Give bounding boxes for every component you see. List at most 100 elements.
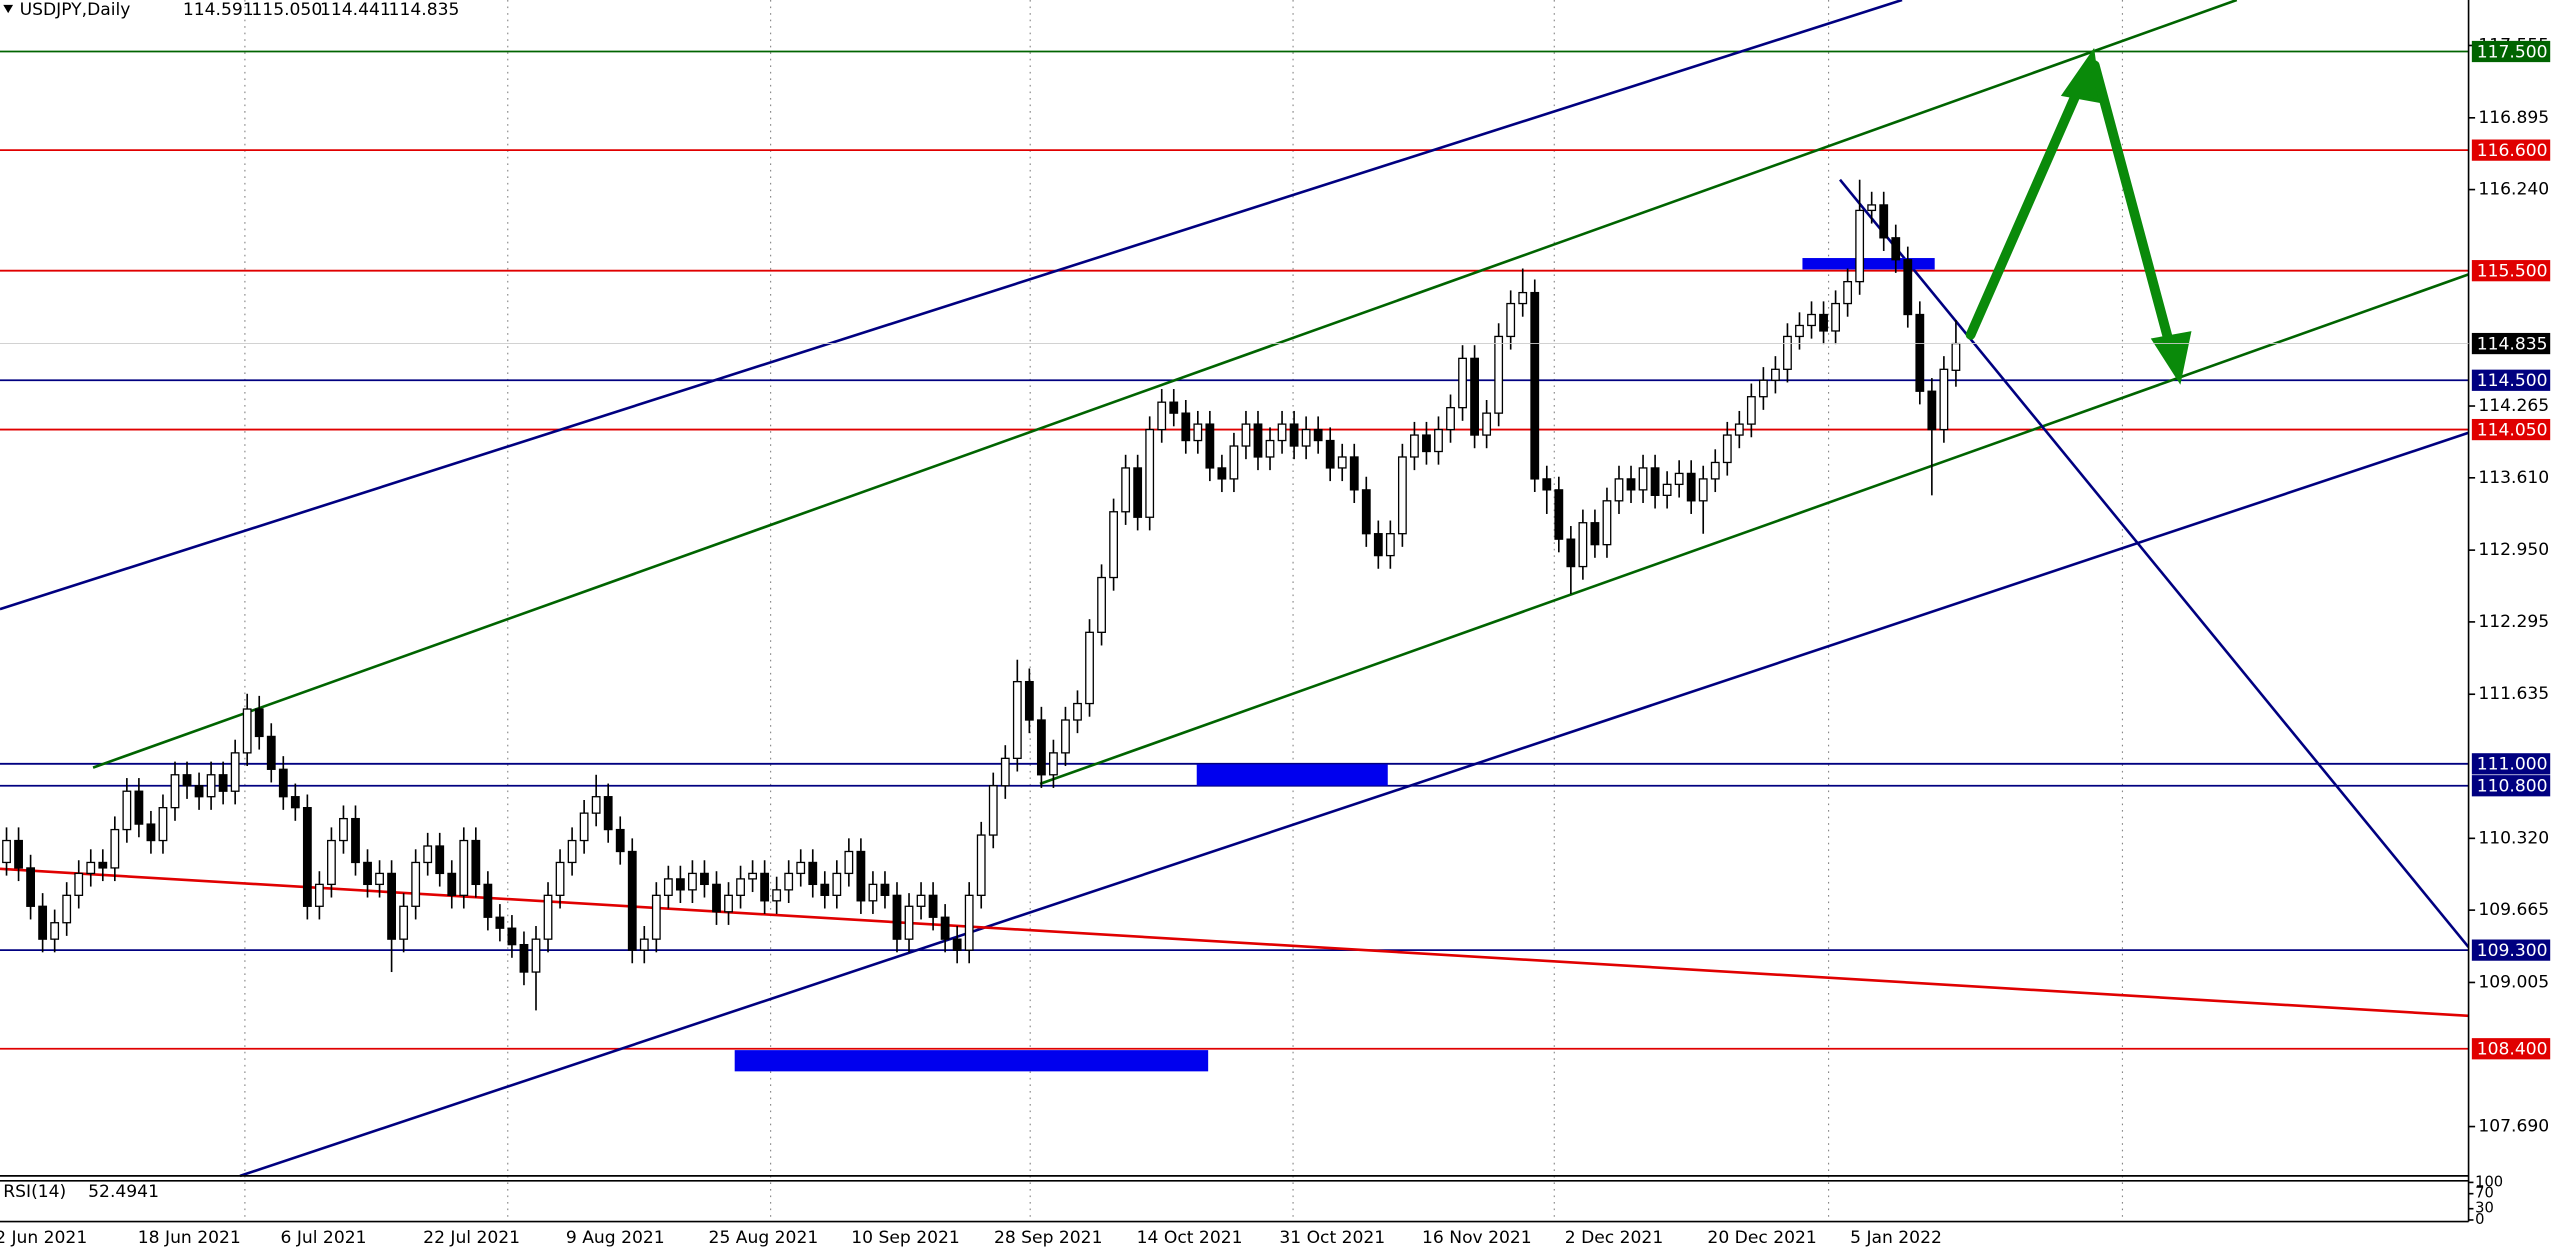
candle-body (1566, 538, 1576, 568)
candle-body (1783, 335, 1792, 370)
candle-body (399, 905, 409, 940)
candle-body (1036, 719, 1046, 776)
candle-body (363, 861, 372, 886)
candle-body (423, 845, 433, 864)
price-label-bg (2471, 260, 2551, 282)
candle-body (1385, 533, 1395, 557)
x-tick-label: 14 Oct 2021 (1137, 1228, 1243, 1248)
candle-body (1867, 204, 1877, 212)
candle-body (904, 905, 914, 940)
candle-body (122, 790, 132, 831)
candle-body (74, 872, 84, 896)
price-label: 110.800 (2477, 777, 2548, 797)
candle-body (170, 774, 180, 809)
candle-body (567, 839, 577, 864)
candle-body (266, 735, 276, 770)
candle-body (1337, 456, 1347, 469)
candle-body (988, 785, 998, 836)
candle-body (543, 894, 553, 940)
y-tick-label: 116.240 (2478, 180, 2549, 200)
y-tick-label: 110.320 (2478, 828, 2549, 848)
candle-body (952, 938, 962, 951)
x-tick-label: 31 Oct 2021 (1279, 1228, 1385, 1248)
candle-body (1229, 445, 1239, 480)
candle-body (327, 839, 336, 886)
candle-body (507, 927, 517, 946)
channel-line (0, 0, 1903, 611)
candle-body (351, 817, 360, 864)
candle-body (1049, 752, 1058, 776)
candle-body (1169, 401, 1179, 414)
price-label-bg (2471, 775, 2551, 797)
candle-body (411, 861, 421, 907)
candle-body (375, 872, 384, 886)
candle-body (182, 774, 192, 787)
x-tick-label: 18 Jun 2021 (138, 1228, 241, 1248)
candle-body (856, 850, 866, 902)
x-tick-label: 25 Aug 2021 (709, 1228, 819, 1248)
candle-body (1145, 428, 1155, 518)
candle-body (1518, 291, 1528, 305)
x-tick-label: 2 Jun 2021 (0, 1228, 87, 1248)
arrow (1965, 76, 2087, 340)
candle-body (1915, 313, 1925, 392)
price-label: 114.050 (2477, 420, 2548, 440)
candle-body (675, 878, 685, 891)
candle-body (1289, 423, 1299, 447)
trend-line (1838, 178, 2470, 949)
zone (1802, 258, 1935, 270)
candle-body (1855, 209, 1865, 283)
candle-body (314, 883, 324, 907)
candle-body (579, 812, 589, 842)
grid (244, 0, 2124, 1222)
price-label-bg (2471, 753, 2551, 775)
x-tick-label: 5 Jan 2022 (1850, 1228, 1942, 1248)
candle-body (1458, 357, 1467, 409)
candle-body (1746, 396, 1756, 425)
candles (2, 179, 1961, 1011)
candle-body (435, 845, 445, 875)
candle-body (230, 752, 240, 792)
price-label-bg (2471, 369, 2551, 391)
candle-body (1722, 434, 1732, 464)
channel-line (92, 0, 2238, 769)
y-tick-label: 113.610 (2478, 468, 2549, 488)
arrow-head (2150, 331, 2192, 385)
candle-body (1012, 680, 1022, 759)
candle-body (1843, 280, 1853, 305)
candle-body (1241, 423, 1251, 447)
candle-body (1000, 757, 1010, 787)
candle-body (940, 916, 950, 940)
drawings (0, 0, 2470, 1178)
candle-body (651, 894, 661, 940)
candle-body (38, 905, 48, 940)
candle-body (471, 839, 481, 886)
x-tick-label: 10 Sep 2021 (851, 1228, 960, 1248)
zone (1196, 764, 1388, 786)
header-ohlc: 115.050 (251, 0, 322, 20)
y-tick-label: 107.690 (2478, 1117, 2549, 1137)
price-label: 109.300 (2477, 941, 2548, 961)
price-label: 108.400 (2477, 1040, 2548, 1060)
price-label-bg (2471, 1038, 2551, 1060)
candle-body (1181, 412, 1191, 442)
candle-body (808, 861, 818, 886)
candle-body (50, 922, 60, 940)
candle-body (928, 894, 938, 918)
candle-body (639, 938, 649, 951)
header-ohlc: 114.441 (320, 0, 391, 20)
header-ohlc: 114.835 (389, 0, 460, 20)
y-tick-label: 111.635 (2478, 684, 2549, 704)
candle-body (302, 807, 312, 907)
candle-body (615, 828, 625, 853)
candle-body (1614, 478, 1624, 502)
candle-body (916, 894, 926, 907)
candle-body (627, 850, 637, 951)
candle-body (459, 839, 469, 896)
candle-body (748, 872, 758, 880)
candle-body (1674, 472, 1684, 486)
rsi-tick-label: 100 (2475, 1173, 2503, 1190)
candle-body (86, 861, 96, 875)
candle-body (1771, 368, 1780, 381)
